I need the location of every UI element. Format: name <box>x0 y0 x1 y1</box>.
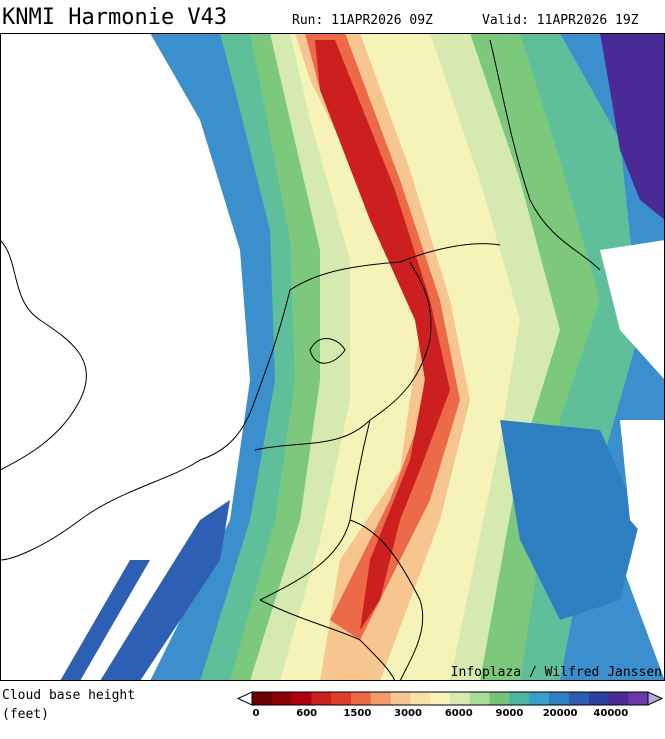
colorbar-swatch <box>588 692 609 705</box>
map: Infoplaza / Wilfred Janssen <box>0 33 665 681</box>
colorbar-swatch <box>252 692 273 705</box>
colorbar-swatch <box>311 692 332 705</box>
colorbar-frame <box>251 691 649 706</box>
colorbar-label: 3000 <box>394 708 422 719</box>
valid-time: Valid: 11APR2026 19Z <box>482 13 639 28</box>
legend-unit: (feet) <box>2 707 49 722</box>
run-time: Run: 11APR2026 09Z <box>292 13 433 28</box>
colorbar-swatch <box>291 692 312 705</box>
colorbar-swatch <box>450 692 471 705</box>
colorbar-swatch <box>469 692 490 705</box>
colorbar-swatch <box>331 692 352 705</box>
colorbar-swatch <box>430 692 451 705</box>
colorbar-swatch <box>390 692 411 705</box>
colorbar-arrow-left <box>236 691 253 706</box>
colorbar-label: 6000 <box>445 708 473 719</box>
colorbar-swatch <box>628 692 649 705</box>
colorbar-swatch <box>568 692 589 705</box>
colorbar-label: 1500 <box>343 708 371 719</box>
legend-title: Cloud base height <box>2 688 135 703</box>
colorbar-swatch <box>489 692 510 705</box>
colorbar-swatch <box>351 692 372 705</box>
colorbar-label: 9000 <box>496 708 524 719</box>
colorbar-label: 40000 <box>593 708 628 719</box>
colorbar-swatch <box>549 692 570 705</box>
colorbar-swatch <box>608 692 629 705</box>
colorbar-swatch <box>529 692 550 705</box>
colorbar-swatch <box>271 692 292 705</box>
colorbar-arrow-right <box>647 691 664 706</box>
colorbar-swatch <box>370 692 391 705</box>
colorbar: 0 600 1500 3000 6000 9000 20000 40000 <box>236 691 664 719</box>
colorbar-label: 0 <box>253 708 260 719</box>
colorbar-label: 20000 <box>543 708 578 719</box>
colorbar-swatch <box>509 692 530 705</box>
colorbar-swatch <box>410 692 431 705</box>
title: KNMI Harmonie V43 <box>2 5 227 30</box>
colorbar-label: 600 <box>296 708 317 719</box>
credit: Infoplaza / Wilfred Janssen <box>451 665 662 680</box>
